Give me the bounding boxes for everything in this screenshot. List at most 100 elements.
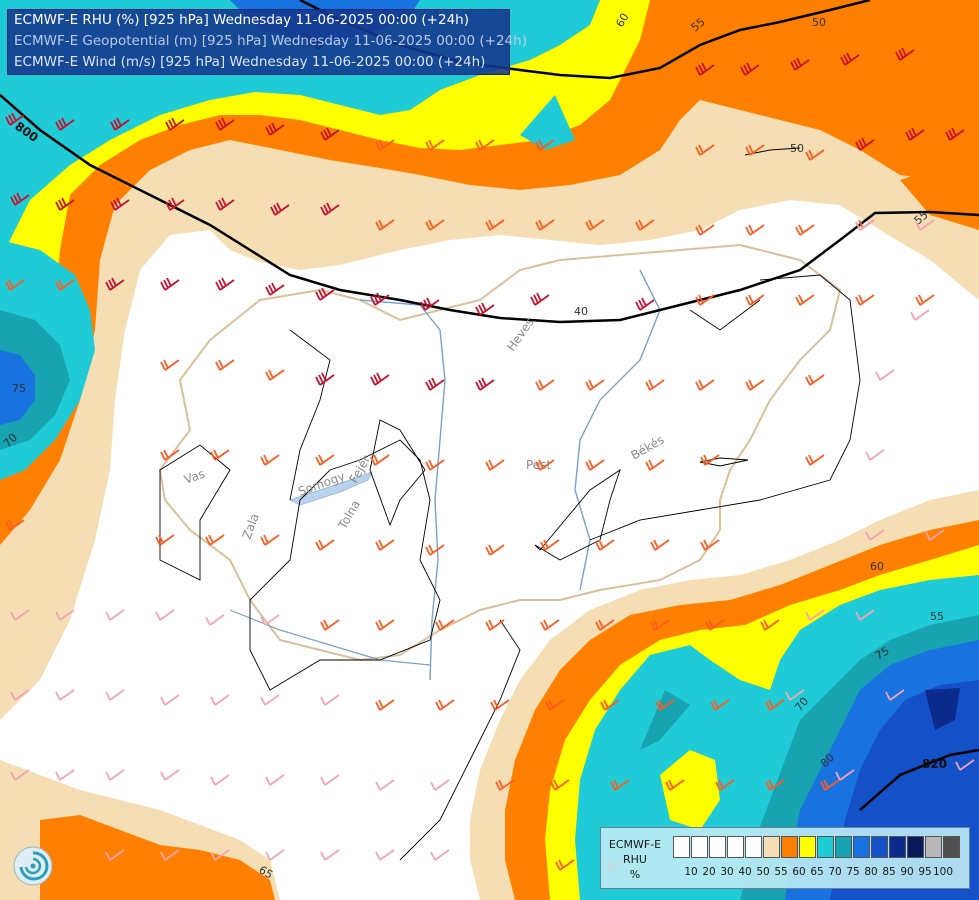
- wind-barb: [865, 449, 885, 461]
- wind-barb: [910, 309, 930, 321]
- wind-barb: [790, 57, 810, 71]
- wind-barb: [205, 614, 225, 626]
- wind-barb: [370, 454, 390, 466]
- wind-barb: [435, 699, 455, 711]
- legend-tick: 100: [932, 866, 954, 878]
- wind-barb: [715, 779, 735, 791]
- wind-barb: [805, 149, 825, 161]
- wind-barb: [595, 539, 615, 551]
- title-geopotential: ECMWF-E Geopotential (m) [925 hPa] Wedne…: [14, 33, 527, 49]
- wind-barb: [710, 699, 730, 711]
- wind-barb: [215, 359, 235, 371]
- wind-barb: [260, 534, 280, 546]
- wind-barb: [745, 224, 765, 236]
- rhu-bl-60: [40, 815, 275, 900]
- wind-barb: [535, 139, 555, 151]
- legend-swatch: [853, 836, 870, 858]
- wind-barb: [215, 277, 235, 291]
- geo-contour-820: [859, 748, 979, 811]
- wind-barb: [645, 459, 665, 471]
- wind-barb: [10, 609, 30, 621]
- wind-barb: [805, 374, 825, 386]
- legend-tick: 95: [918, 866, 932, 878]
- legend-tick: 85: [882, 866, 896, 878]
- wind-barb: [540, 539, 560, 551]
- legend-swatch: [781, 836, 798, 858]
- legend-tick: 30: [720, 866, 734, 878]
- wind-barb: [555, 859, 575, 871]
- wind-barb: [260, 454, 280, 466]
- county-label: Tolna: [335, 498, 363, 533]
- rhu-br-teal-patch: [640, 690, 690, 750]
- legend-swatches: [673, 836, 961, 858]
- wind-barb: [320, 774, 340, 786]
- wind-barb: [535, 219, 555, 231]
- wind-barb: [435, 619, 455, 631]
- rh-label: 55: [930, 610, 944, 623]
- wind-barb: [265, 849, 285, 861]
- rh-contour-labels: 75 70 60 55 65 75 70 80: [1, 382, 944, 882]
- wind-barb: [425, 459, 445, 471]
- wind-barb: [210, 449, 230, 461]
- wind-barb: [420, 297, 440, 311]
- legend-tick: 75: [846, 866, 860, 878]
- legend-ticks: 10 20 30 40 50 55 60 65 70 75 80 85 90 95 100: [673, 866, 969, 880]
- wind-barb: [375, 849, 395, 861]
- wind-barb: [270, 202, 290, 216]
- rhu-legend: ECMWF-E RHU % 10 20 30 40 50 55 60 65 70 75 80 85 90…: [600, 827, 970, 889]
- legend-variable: RHU: [623, 853, 647, 866]
- wind-barb: [315, 287, 335, 301]
- wind-barb: [425, 219, 445, 231]
- wind-barb: [105, 849, 125, 861]
- legend-swatch: [673, 836, 690, 858]
- wind-barb: [695, 62, 715, 76]
- wind-barb: [600, 699, 620, 711]
- place-labels: Vas Zala Somogy Tolna Fejér Heves Pest B…: [182, 315, 666, 541]
- wind-barb: [320, 694, 340, 706]
- ecmwf-logo-icon: [13, 846, 53, 886]
- wind-barb: [585, 459, 605, 471]
- geo-label: 50: [812, 16, 826, 29]
- wind-barb: [265, 282, 285, 296]
- wind-barb: [315, 539, 335, 551]
- admin-border-7: [289, 329, 331, 501]
- rhu-br-90: [925, 688, 960, 730]
- legend-title: ECMWF-E RHU %: [603, 837, 667, 882]
- wind-barb: [205, 534, 225, 546]
- wind-barb: [10, 769, 30, 781]
- wind-barb: [160, 849, 180, 861]
- county-label: Pest: [526, 458, 551, 472]
- rh-label: 65: [257, 863, 276, 881]
- county-label: Fejér: [346, 453, 373, 485]
- wind-barb: [665, 779, 685, 791]
- legend-tick: 70: [828, 866, 842, 878]
- admin-border-3: [369, 419, 426, 527]
- wind-barb: [110, 197, 130, 211]
- rh-label: 60: [870, 560, 884, 573]
- admin-border-4: [534, 468, 621, 561]
- wind-barb: [955, 759, 975, 771]
- wind-barb: [695, 294, 715, 306]
- wind-barb: [610, 779, 630, 791]
- title-wind: ECMWF-E Wind (m/s) [925 hPa] Wednesday 1…: [14, 54, 486, 70]
- wind-barb: [485, 219, 505, 231]
- wind-barb: [875, 369, 895, 381]
- wind-barb: [160, 694, 180, 706]
- wind-barb: [265, 774, 285, 786]
- wind-barb: [375, 779, 395, 791]
- wind-barb: [430, 849, 450, 861]
- legend-tick: 10: [684, 866, 698, 878]
- wind-barb: [5, 112, 25, 126]
- river-danube: [359, 299, 446, 681]
- wind-barb: [915, 219, 935, 231]
- wind-barb: [425, 377, 445, 391]
- wind-barb: [585, 379, 605, 391]
- rhu-band-55: [0, 0, 979, 720]
- wind-barb: [160, 277, 180, 291]
- wind-barb: [105, 689, 125, 701]
- wind-barb: [55, 769, 75, 781]
- wind-barb: [585, 219, 605, 231]
- map-title-box: ECMWF-E RHU (%) [925 hPa] Wednesday 11-0…: [7, 9, 527, 75]
- admin-border-5: [589, 274, 861, 541]
- wind-barb: [650, 619, 670, 631]
